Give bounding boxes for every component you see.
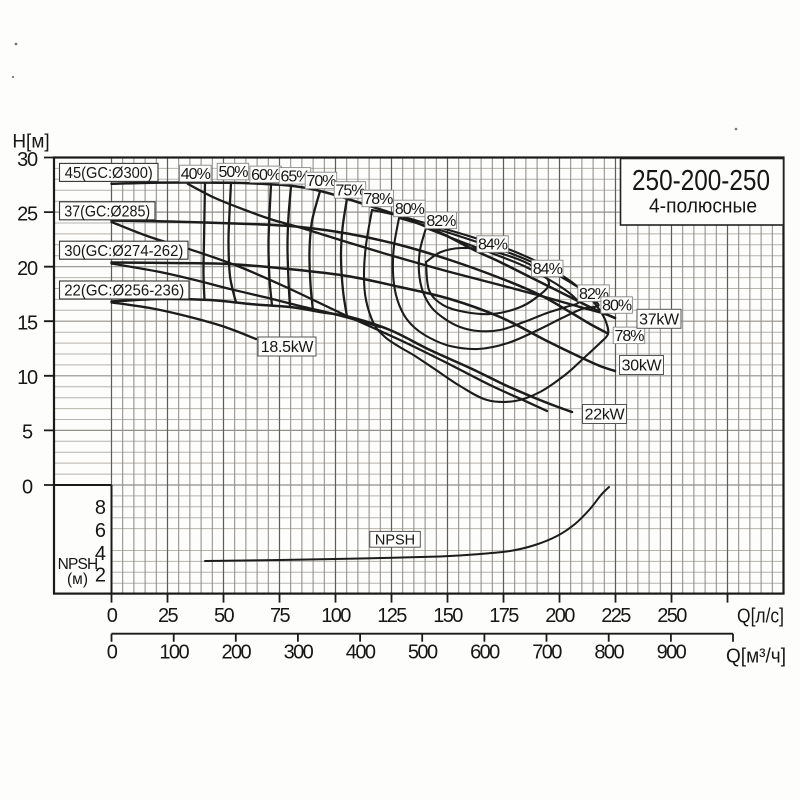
svg-text:100: 100 bbox=[321, 605, 351, 627]
svg-text:78%: 78% bbox=[614, 328, 644, 345]
svg-text:37(GC:Ø285): 37(GC:Ø285) bbox=[64, 203, 150, 220]
svg-text:Q[л/с]: Q[л/с] bbox=[737, 605, 784, 627]
svg-text:700: 700 bbox=[532, 642, 562, 664]
svg-text:225: 225 bbox=[601, 605, 631, 627]
svg-text:Q[м³/ч]: Q[м³/ч] bbox=[726, 646, 786, 668]
svg-text:15: 15 bbox=[17, 313, 38, 335]
svg-text:18.5kW: 18.5kW bbox=[261, 339, 315, 356]
svg-text:60%: 60% bbox=[251, 167, 281, 184]
svg-text:50%: 50% bbox=[218, 164, 248, 181]
svg-text:2: 2 bbox=[95, 565, 106, 587]
svg-text:500: 500 bbox=[408, 642, 438, 664]
svg-text:4-полюсные: 4-полюсные bbox=[649, 196, 757, 218]
svg-text:80%: 80% bbox=[395, 201, 425, 218]
svg-text:65%: 65% bbox=[280, 168, 310, 185]
svg-text:150: 150 bbox=[433, 605, 463, 627]
svg-text:100: 100 bbox=[159, 642, 189, 664]
svg-text:250-200-250: 250-200-250 bbox=[632, 165, 770, 197]
svg-text:25: 25 bbox=[17, 203, 38, 225]
svg-text:8: 8 bbox=[95, 497, 106, 519]
svg-text:600: 600 bbox=[470, 642, 500, 664]
svg-text:40%: 40% bbox=[181, 166, 211, 183]
svg-text:4: 4 bbox=[95, 543, 106, 565]
svg-text:NPSH: NPSH bbox=[375, 532, 415, 548]
svg-text:84%: 84% bbox=[478, 237, 508, 254]
svg-text:900: 900 bbox=[657, 642, 687, 664]
svg-text:80%: 80% bbox=[602, 298, 632, 315]
svg-text:45(GC:Ø300): 45(GC:Ø300) bbox=[65, 165, 153, 182]
svg-text:10: 10 bbox=[17, 367, 38, 389]
svg-text:30kW: 30kW bbox=[622, 358, 663, 375]
svg-text:NPSH: NPSH bbox=[58, 556, 98, 573]
svg-text:20: 20 bbox=[17, 258, 38, 280]
svg-text:22(GC:Ø256-236): 22(GC:Ø256-236) bbox=[64, 283, 184, 300]
svg-text:0: 0 bbox=[107, 605, 118, 627]
svg-text:800: 800 bbox=[594, 642, 624, 664]
svg-text:75%: 75% bbox=[335, 183, 365, 200]
svg-text:250: 250 bbox=[657, 605, 687, 627]
svg-text:30: 30 bbox=[17, 149, 38, 171]
svg-text:84%: 84% bbox=[533, 261, 563, 278]
svg-text:300: 300 bbox=[284, 642, 314, 664]
svg-text:200: 200 bbox=[222, 642, 252, 664]
svg-text:75: 75 bbox=[270, 605, 291, 627]
svg-text:0: 0 bbox=[22, 476, 33, 498]
svg-text:22kW: 22kW bbox=[585, 407, 626, 424]
svg-text:125: 125 bbox=[377, 605, 407, 627]
svg-text:70%: 70% bbox=[306, 173, 336, 190]
svg-text:200: 200 bbox=[545, 605, 575, 627]
svg-text:400: 400 bbox=[346, 642, 376, 664]
svg-text:6: 6 bbox=[95, 520, 106, 542]
svg-text:0: 0 bbox=[107, 642, 118, 664]
svg-text:78%: 78% bbox=[363, 191, 393, 208]
svg-text:30(GC:Ø274-262): 30(GC:Ø274-262) bbox=[64, 243, 183, 260]
svg-text:37kW: 37kW bbox=[639, 311, 680, 328]
svg-text:H[м]: H[м] bbox=[12, 132, 49, 153]
svg-text:175: 175 bbox=[489, 605, 519, 627]
svg-text:5: 5 bbox=[22, 422, 33, 444]
svg-text:(м): (м) bbox=[67, 571, 88, 588]
svg-text:50: 50 bbox=[214, 605, 235, 627]
svg-text:82%: 82% bbox=[426, 213, 456, 230]
svg-text:25: 25 bbox=[158, 605, 179, 627]
